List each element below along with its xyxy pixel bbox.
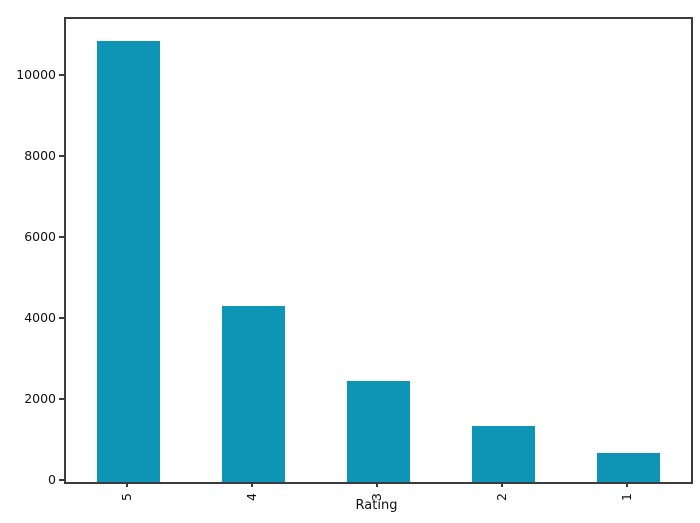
y-tick-mark bbox=[59, 479, 64, 481]
x-tick-label-3: 3 bbox=[368, 493, 384, 501]
bar-rating-1 bbox=[597, 453, 660, 482]
x-tick-label-4: 4 bbox=[243, 493, 259, 501]
bar-rating-2 bbox=[472, 426, 535, 482]
bar-rating-3 bbox=[347, 380, 410, 482]
x-tick-mark bbox=[250, 482, 253, 487]
y-tick-mark bbox=[59, 155, 64, 158]
y-tick-label: 10000 bbox=[16, 67, 56, 83]
x-tick-mark bbox=[375, 482, 378, 487]
y-tick-mark bbox=[59, 317, 64, 320]
y-tick-label: 6000 bbox=[24, 229, 56, 245]
x-tick-label-2: 2 bbox=[493, 493, 509, 501]
y-tick-label: 4000 bbox=[24, 310, 56, 326]
y-tick-mark bbox=[59, 74, 64, 77]
y-tick-mark bbox=[59, 398, 64, 400]
bar-rating-4 bbox=[222, 305, 285, 482]
plot-area bbox=[64, 17, 693, 484]
x-tick-mark bbox=[500, 482, 503, 487]
y-tick-label: 8000 bbox=[24, 148, 56, 164]
x-axis-label: Rating bbox=[355, 498, 398, 513]
x-tick-label-1: 1 bbox=[618, 493, 634, 501]
x-tick-label-5: 5 bbox=[118, 493, 134, 501]
bar-rating-5 bbox=[97, 41, 160, 482]
x-tick-mark bbox=[125, 482, 128, 487]
y-tick-label: 2000 bbox=[24, 391, 56, 406]
y-tick-mark bbox=[59, 236, 64, 239]
y-tick-label: 0 bbox=[48, 472, 56, 487]
x-tick-mark bbox=[625, 482, 628, 487]
